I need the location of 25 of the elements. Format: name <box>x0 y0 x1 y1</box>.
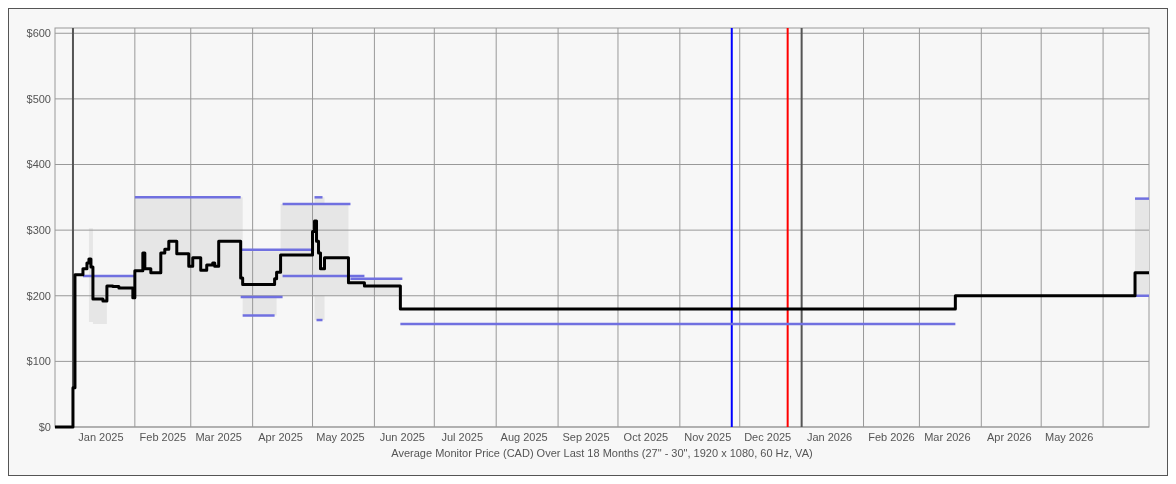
x-tick-label: Jul 2025 <box>441 431 484 443</box>
x-tick-label: Jun 2025 <box>379 431 425 443</box>
x-tick-label: May 2025 <box>316 431 365 443</box>
y-tick-label: $0 <box>38 420 51 433</box>
x-tick-label: Oct 2025 <box>623 431 669 443</box>
x-tick-label: Apr 2025 <box>258 431 303 443</box>
y-tick-label: $300 <box>26 223 51 236</box>
x-tick-label: May 2026 <box>1044 431 1094 443</box>
x-tick-label: Aug 2025 <box>500 431 548 443</box>
x-tick-label: Dec 2025 <box>744 431 792 443</box>
y-tick-label: $200 <box>26 289 51 302</box>
x-tick-label: Apr 2026 <box>986 431 1032 443</box>
x-tick-label: Mar 2025 <box>195 431 242 443</box>
x-tick-label: Jan 2025 <box>78 431 124 443</box>
y-tick-label: $500 <box>26 92 51 105</box>
x-tick-label: Sep 2025 <box>562 431 610 443</box>
x-tick-label: Nov 2025 <box>684 431 732 443</box>
x-axis-title: Average Monitor Price (CAD) Over Last 18 Months (27" - 30", 1920 x 1080, 60 Hz, VA) <box>391 447 813 459</box>
x-tick-label: Feb 2025 <box>139 431 187 443</box>
y-tick-label: $400 <box>26 158 51 171</box>
y-tick-label: $600 <box>26 27 51 40</box>
x-tick-label: Feb 2026 <box>868 431 915 443</box>
y-tick-label: $100 <box>26 355 51 368</box>
x-tick-label: Mar 2026 <box>924 431 971 443</box>
x-tick-label: Jan 2026 <box>806 431 853 443</box>
